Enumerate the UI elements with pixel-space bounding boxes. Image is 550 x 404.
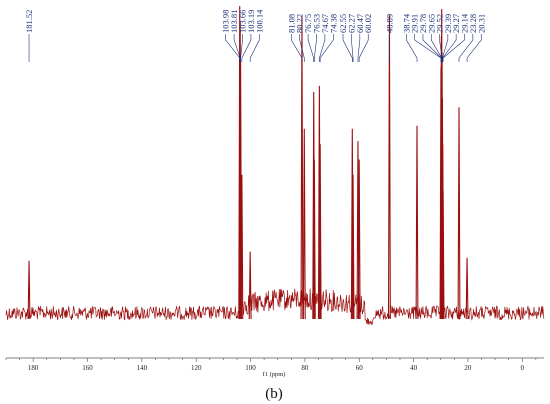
x-axis: 180 160 140 120 100 80 60 40 20 0 (5, 357, 544, 372)
peak-label: 103.98 (221, 10, 231, 33)
peak-marker-stem (422, 34, 442, 62)
peak-23-28 (457, 107, 461, 320)
peak-label: 74.38 (328, 14, 338, 33)
peak-marker-stem (307, 34, 315, 62)
peak-48-89 (387, 15, 391, 320)
peak-label: 76.53 (312, 14, 322, 33)
x-tick-label: 20 (464, 364, 472, 372)
peak-label: 29.65 (426, 14, 436, 33)
x-tick-label: 180 (28, 364, 39, 372)
x-tick-label: 0 (521, 364, 525, 372)
peak-label: 81.08 (286, 14, 296, 33)
peak-marker-stem (225, 34, 241, 62)
x-axis-title: f1 (ppm) (263, 371, 286, 378)
peak-label: 80.22 (295, 14, 305, 33)
peak-label: 29.14 (459, 13, 469, 33)
peak-label: 38.74 (401, 13, 411, 33)
peak-label: 29.78 (418, 14, 428, 33)
peak-76-53 (312, 159, 316, 320)
peak-marker-stem (466, 34, 482, 62)
peak-label: 20.31 (476, 14, 486, 33)
peak-marker-stem (241, 34, 252, 62)
peak-marker-stem (439, 34, 443, 62)
peak-marker-stem (240, 34, 243, 62)
peak-marker-stem (458, 34, 474, 62)
peak-label: 76.75 (303, 14, 313, 33)
peak-label: 181.52 (24, 10, 34, 33)
x-tick-label: 80 (301, 364, 309, 372)
peak-80-22 (302, 128, 306, 320)
peak-marker-stem (406, 34, 418, 62)
peak-label: 29.39 (443, 14, 453, 33)
peak-marker-stem (430, 34, 442, 62)
peak-62-27 (351, 174, 355, 320)
peak-marker-stem (319, 34, 326, 62)
peak-marker-stem (319, 34, 334, 62)
x-tick-label: 40 (410, 364, 418, 372)
peak-marker-stem (442, 34, 465, 62)
peak-label: 62.55 (338, 14, 348, 33)
peak-60-02 (357, 159, 361, 320)
peak-marker-stem (299, 34, 305, 62)
peak-100-14 (248, 251, 252, 320)
peak-label: 48.89 (384, 14, 394, 33)
peak-label: 103.81 (229, 10, 239, 33)
baseline-noise (5, 288, 545, 326)
peak-label: 100.14 (254, 9, 264, 33)
x-tick-label: 60 (356, 364, 364, 372)
peak-label: 29.91 (410, 14, 420, 33)
peak-label: 60.47 (355, 14, 365, 33)
peak-label: 103.66 (238, 10, 248, 33)
peak-marker-stem (342, 34, 353, 62)
peak-marker-stem (351, 34, 354, 62)
panel-caption: (b) (265, 386, 283, 402)
peak-label: 29.52 (435, 14, 445, 33)
spectrum-trace (5, 5, 545, 326)
x-tick-label: 140 (137, 364, 148, 372)
peak-marker-stem (314, 34, 317, 62)
peak-label: 60.02 (363, 14, 373, 33)
peak-label: 74.67 (320, 14, 330, 33)
peak-label: 23.28 (468, 14, 478, 33)
peak-marker-stem (291, 34, 303, 62)
peak-29-14 (441, 190, 445, 320)
peak-81-08 (300, 15, 304, 320)
peak-38-74 (415, 125, 419, 320)
x-tick-label: 120 (191, 364, 202, 372)
peak-marker-stem (442, 34, 457, 62)
peak-181-52 (27, 260, 31, 320)
peak-label: 29.27 (451, 14, 461, 33)
peak-marker-stem (233, 34, 241, 62)
x-tick-label: 100 (245, 364, 256, 372)
peak-label: 62.27 (346, 14, 356, 33)
x-tick-label: 160 (82, 364, 93, 372)
peak-20-31 (465, 257, 469, 320)
peak-74-38 (318, 144, 322, 320)
peak-marker-stem (414, 34, 442, 62)
peak-marker-stem (357, 34, 361, 62)
peak-marker-stem (442, 34, 449, 62)
peak-marker-stem (249, 34, 260, 62)
peak-103-19 (240, 174, 244, 320)
peak-label: 103.19 (246, 10, 256, 33)
peak-marker-stem (358, 34, 369, 62)
